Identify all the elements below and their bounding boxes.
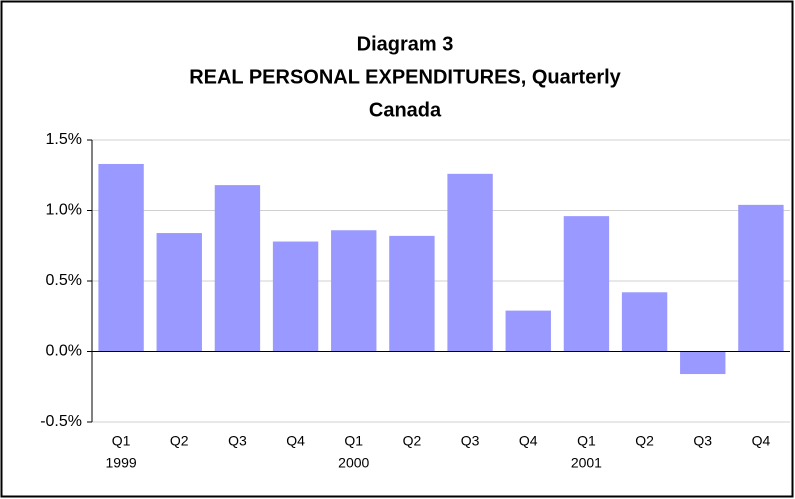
bar	[621, 292, 668, 352]
y-tick-label: 1.0%	[46, 202, 82, 219]
x-tick-label: Q2	[170, 433, 189, 449]
x-tick-label: Q3	[461, 433, 480, 449]
x-tick-label: Q4	[286, 433, 305, 449]
y-tick-label: 0.0%	[46, 343, 82, 360]
x-tick-label: Q2	[635, 433, 654, 449]
bar	[331, 230, 377, 352]
x-tick-label: Q3	[693, 433, 712, 449]
bar	[156, 233, 202, 352]
chart-title: Diagram 3	[357, 33, 454, 55]
x-group-label: 2000	[338, 455, 369, 471]
y-tick-label: 0.5%	[46, 272, 82, 289]
x-tick-label: Q1	[577, 433, 596, 449]
y-tick-label: 1.5%	[46, 131, 82, 148]
x-tick-label: Q3	[228, 433, 247, 449]
x-tick-label: Q1	[112, 433, 131, 449]
x-group-label: 1999	[106, 455, 137, 471]
bar	[563, 216, 610, 352]
chart-region: Canada	[369, 99, 442, 121]
bar	[738, 204, 784, 352]
x-group-label: 2001	[571, 455, 602, 471]
bar	[272, 241, 319, 352]
x-tick-label: Q1	[344, 433, 363, 449]
x-tick-label: Q4	[519, 433, 538, 449]
bar	[680, 351, 726, 375]
bar	[214, 185, 261, 352]
bar	[447, 173, 493, 352]
bar	[505, 310, 551, 352]
x-tick-label: Q4	[752, 433, 771, 449]
x-tick-label: Q2	[403, 433, 422, 449]
chart-subtitle: REAL PERSONAL EXPENDITURES, Quarterly	[189, 66, 621, 88]
bar	[98, 163, 144, 352]
bar	[389, 235, 435, 352]
y-tick-label: -0.5%	[40, 413, 82, 430]
